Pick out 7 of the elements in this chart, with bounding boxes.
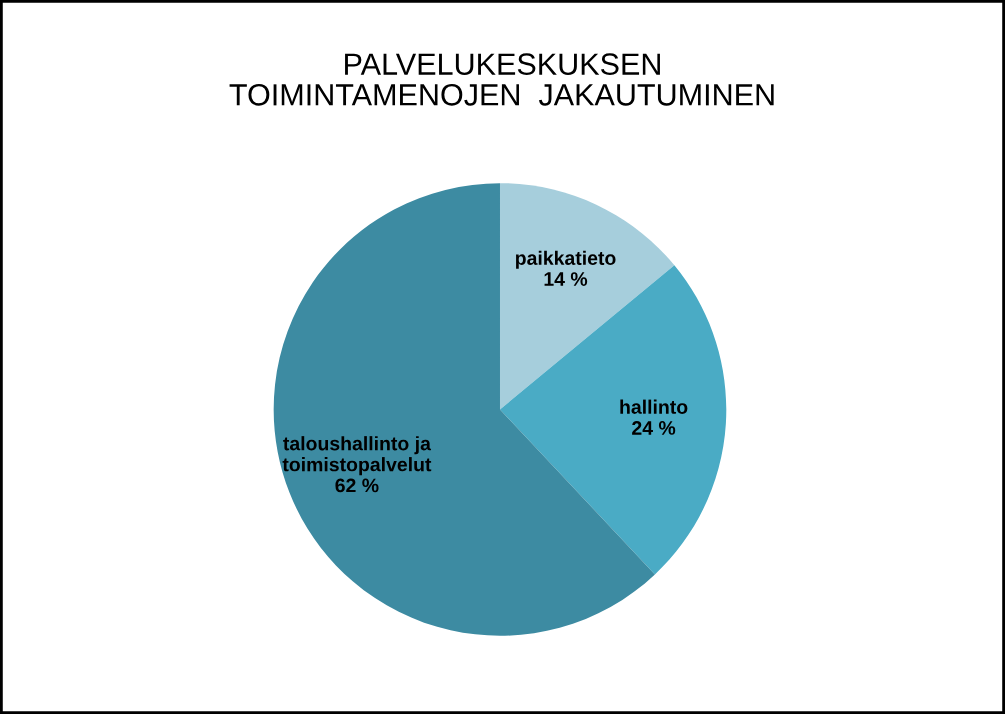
chart-title: PALVELUKESKUKSEN TOIMINTAMENOJEN JAKAUTUMINEN	[229, 53, 774, 106]
slice-label: paikkatieto	[516, 250, 616, 269]
data-label: 14 %	[544, 272, 588, 286]
data-label: 24 %	[632, 421, 676, 435]
data-label: 62 %	[335, 478, 379, 493]
slice-label: taloushallinto ja toimistopalvelut	[282, 436, 432, 476]
slice-label: hallinto	[620, 399, 688, 414]
